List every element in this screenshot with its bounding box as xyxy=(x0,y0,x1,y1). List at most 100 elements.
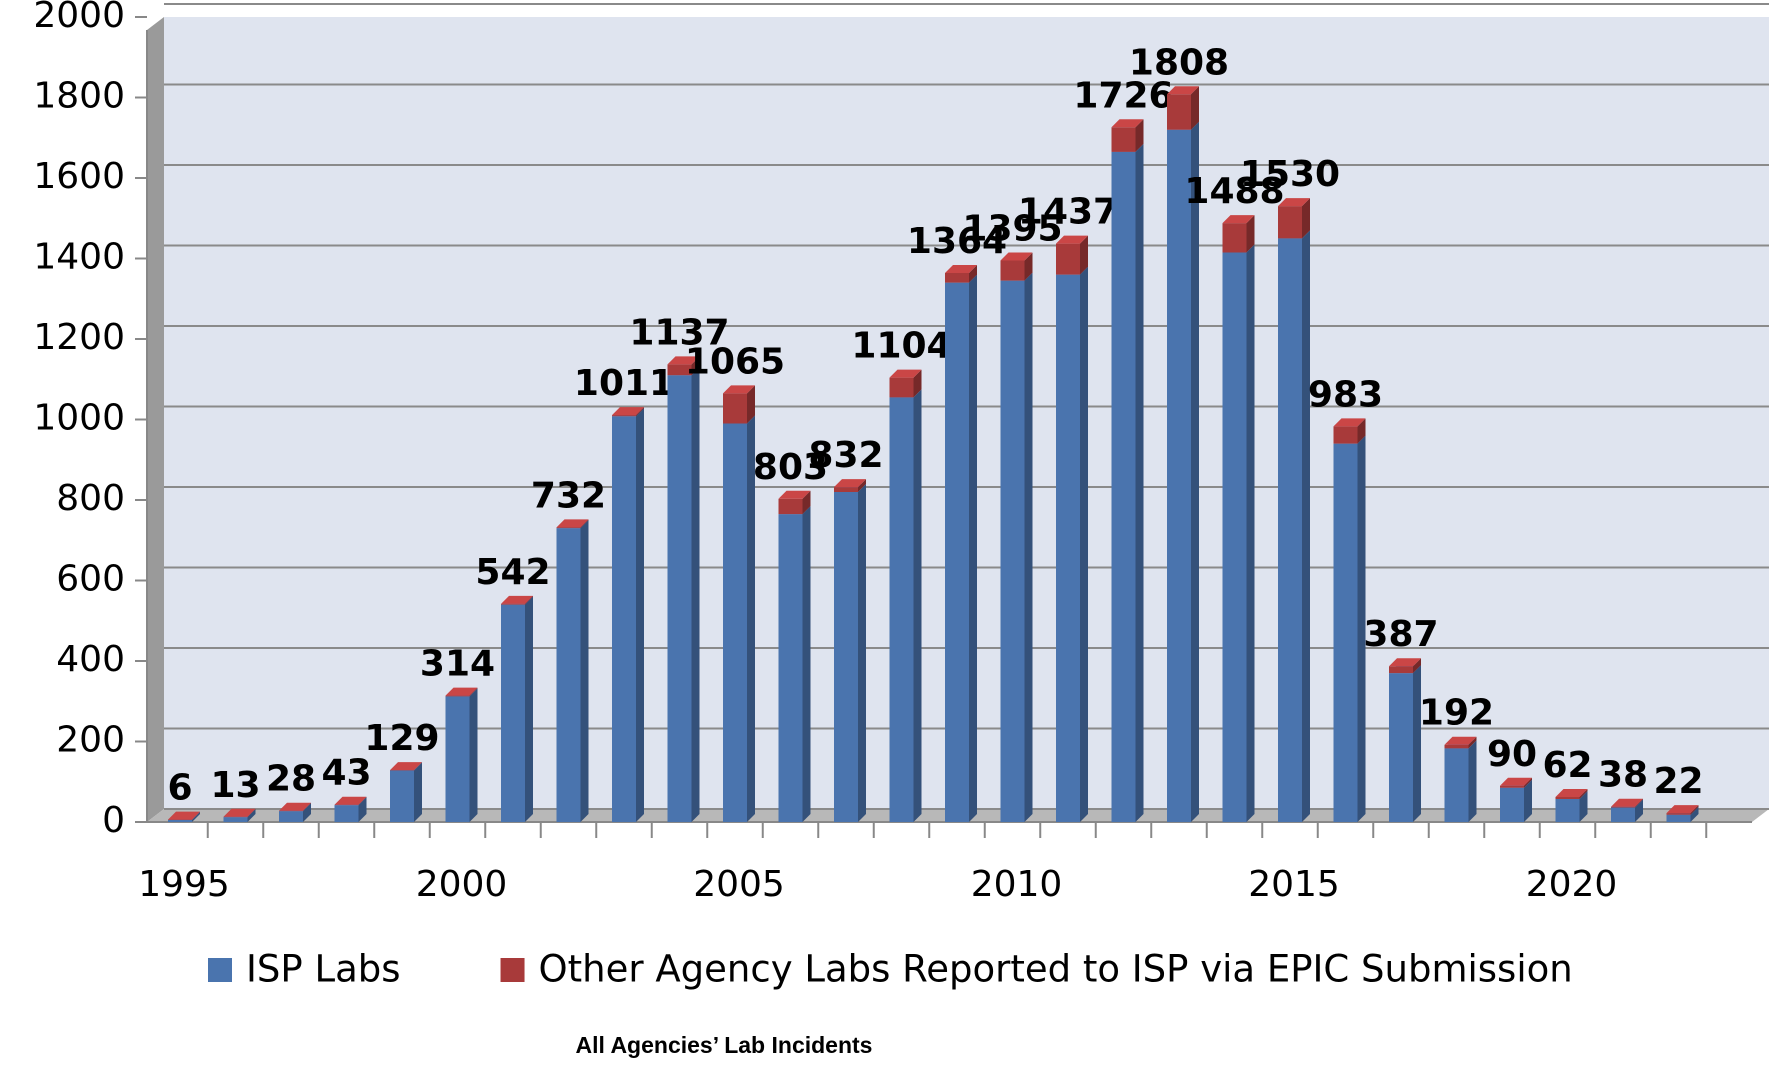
bar-face xyxy=(1445,745,1469,749)
data-label: 129 xyxy=(364,718,439,759)
bar xyxy=(723,385,755,423)
bar-face xyxy=(723,424,747,822)
bar xyxy=(779,491,811,514)
x-tick-label: 2000 xyxy=(416,864,508,905)
bar xyxy=(779,506,811,822)
bar-face xyxy=(1025,273,1033,822)
x-tick-label: 1995 xyxy=(138,864,230,905)
bar-face xyxy=(779,514,803,822)
bar-face xyxy=(1056,275,1080,822)
bar xyxy=(1334,418,1366,443)
bar-face xyxy=(168,820,192,822)
data-label: 1437 xyxy=(1018,192,1118,233)
bar-face xyxy=(1278,238,1302,822)
bar xyxy=(1056,236,1088,275)
bar xyxy=(612,408,644,822)
bar xyxy=(1167,86,1199,129)
bar-face xyxy=(390,770,414,822)
bar-face xyxy=(890,397,914,822)
data-label: 13 xyxy=(210,765,260,806)
bar-face xyxy=(1667,813,1691,815)
data-label: 62 xyxy=(1542,745,1592,786)
bar-face xyxy=(1556,799,1580,822)
x-tick-label: 2010 xyxy=(971,864,1063,905)
bar-face xyxy=(1500,786,1524,788)
bar xyxy=(1334,436,1366,822)
bar-face xyxy=(279,811,303,822)
bar-face xyxy=(1667,815,1691,822)
side-wall xyxy=(147,17,164,822)
bar xyxy=(446,688,478,822)
bar-face xyxy=(1191,122,1199,822)
bar-face xyxy=(945,283,969,822)
data-label: 732 xyxy=(531,475,606,516)
bar-face xyxy=(692,367,700,822)
bar-face xyxy=(969,275,977,822)
bar xyxy=(1278,198,1310,238)
data-label: 1808 xyxy=(1129,42,1229,83)
data-label: 38 xyxy=(1598,755,1648,796)
bar xyxy=(1389,665,1421,822)
bar-face xyxy=(1445,748,1469,822)
data-label: 1530 xyxy=(1240,154,1340,195)
bar xyxy=(1223,244,1255,822)
bar-face xyxy=(834,492,858,822)
bar-face xyxy=(1223,223,1247,252)
bar-face xyxy=(1167,130,1191,822)
bar-face xyxy=(501,605,525,822)
bar-face xyxy=(636,408,644,822)
bar-face xyxy=(803,506,811,822)
bar-face xyxy=(1334,444,1358,822)
data-label: 28 xyxy=(266,759,316,800)
bar xyxy=(834,484,866,822)
bar-face xyxy=(1112,152,1136,822)
bar-face xyxy=(668,375,692,822)
bar-face xyxy=(1001,281,1025,822)
bar-face xyxy=(1302,230,1310,822)
bar-face xyxy=(470,688,478,822)
data-label: 542 xyxy=(475,552,550,593)
bar xyxy=(1112,119,1144,152)
y-tick-label: 600 xyxy=(56,559,125,600)
x-tick-label: 2015 xyxy=(1248,864,1340,905)
bar-face xyxy=(1413,665,1421,822)
legend-swatch xyxy=(501,958,525,982)
bar-face xyxy=(1556,797,1580,799)
bar xyxy=(501,597,533,822)
data-label: 1104 xyxy=(851,326,951,367)
data-label: 1065 xyxy=(685,341,785,382)
bar xyxy=(1056,267,1088,822)
bar xyxy=(1223,215,1255,252)
bar xyxy=(890,370,922,398)
bar xyxy=(1001,273,1033,822)
legend-label: ISP Labs xyxy=(246,948,401,991)
bar xyxy=(1112,144,1144,822)
y-tick-label: 1600 xyxy=(33,156,125,197)
data-label: 22 xyxy=(1653,761,1703,802)
x-tick-label: 2005 xyxy=(693,864,785,905)
bar xyxy=(668,367,700,822)
bar-face xyxy=(723,393,747,423)
bar-face xyxy=(335,805,359,822)
data-label: 1011 xyxy=(574,363,674,404)
y-tick-label: 1800 xyxy=(33,76,125,117)
data-label: 314 xyxy=(420,644,495,685)
bar-face xyxy=(1500,788,1524,822)
bar-face xyxy=(1334,426,1358,443)
bar-face xyxy=(414,762,422,822)
y-tick-label: 1400 xyxy=(33,237,125,278)
bar-face xyxy=(557,528,581,822)
bar-face xyxy=(557,527,581,528)
y-tick-label: 1000 xyxy=(33,398,125,439)
bar-face xyxy=(779,499,803,514)
bar-face xyxy=(1080,267,1088,822)
bar-face xyxy=(224,817,248,822)
bar xyxy=(1278,230,1310,822)
bar-face xyxy=(914,389,922,822)
bar-face xyxy=(1278,206,1302,238)
bar-face xyxy=(858,484,866,822)
bar-face xyxy=(1469,740,1477,822)
data-label: 6 xyxy=(167,768,192,809)
bar-face xyxy=(446,696,470,697)
bar-face xyxy=(834,487,858,492)
